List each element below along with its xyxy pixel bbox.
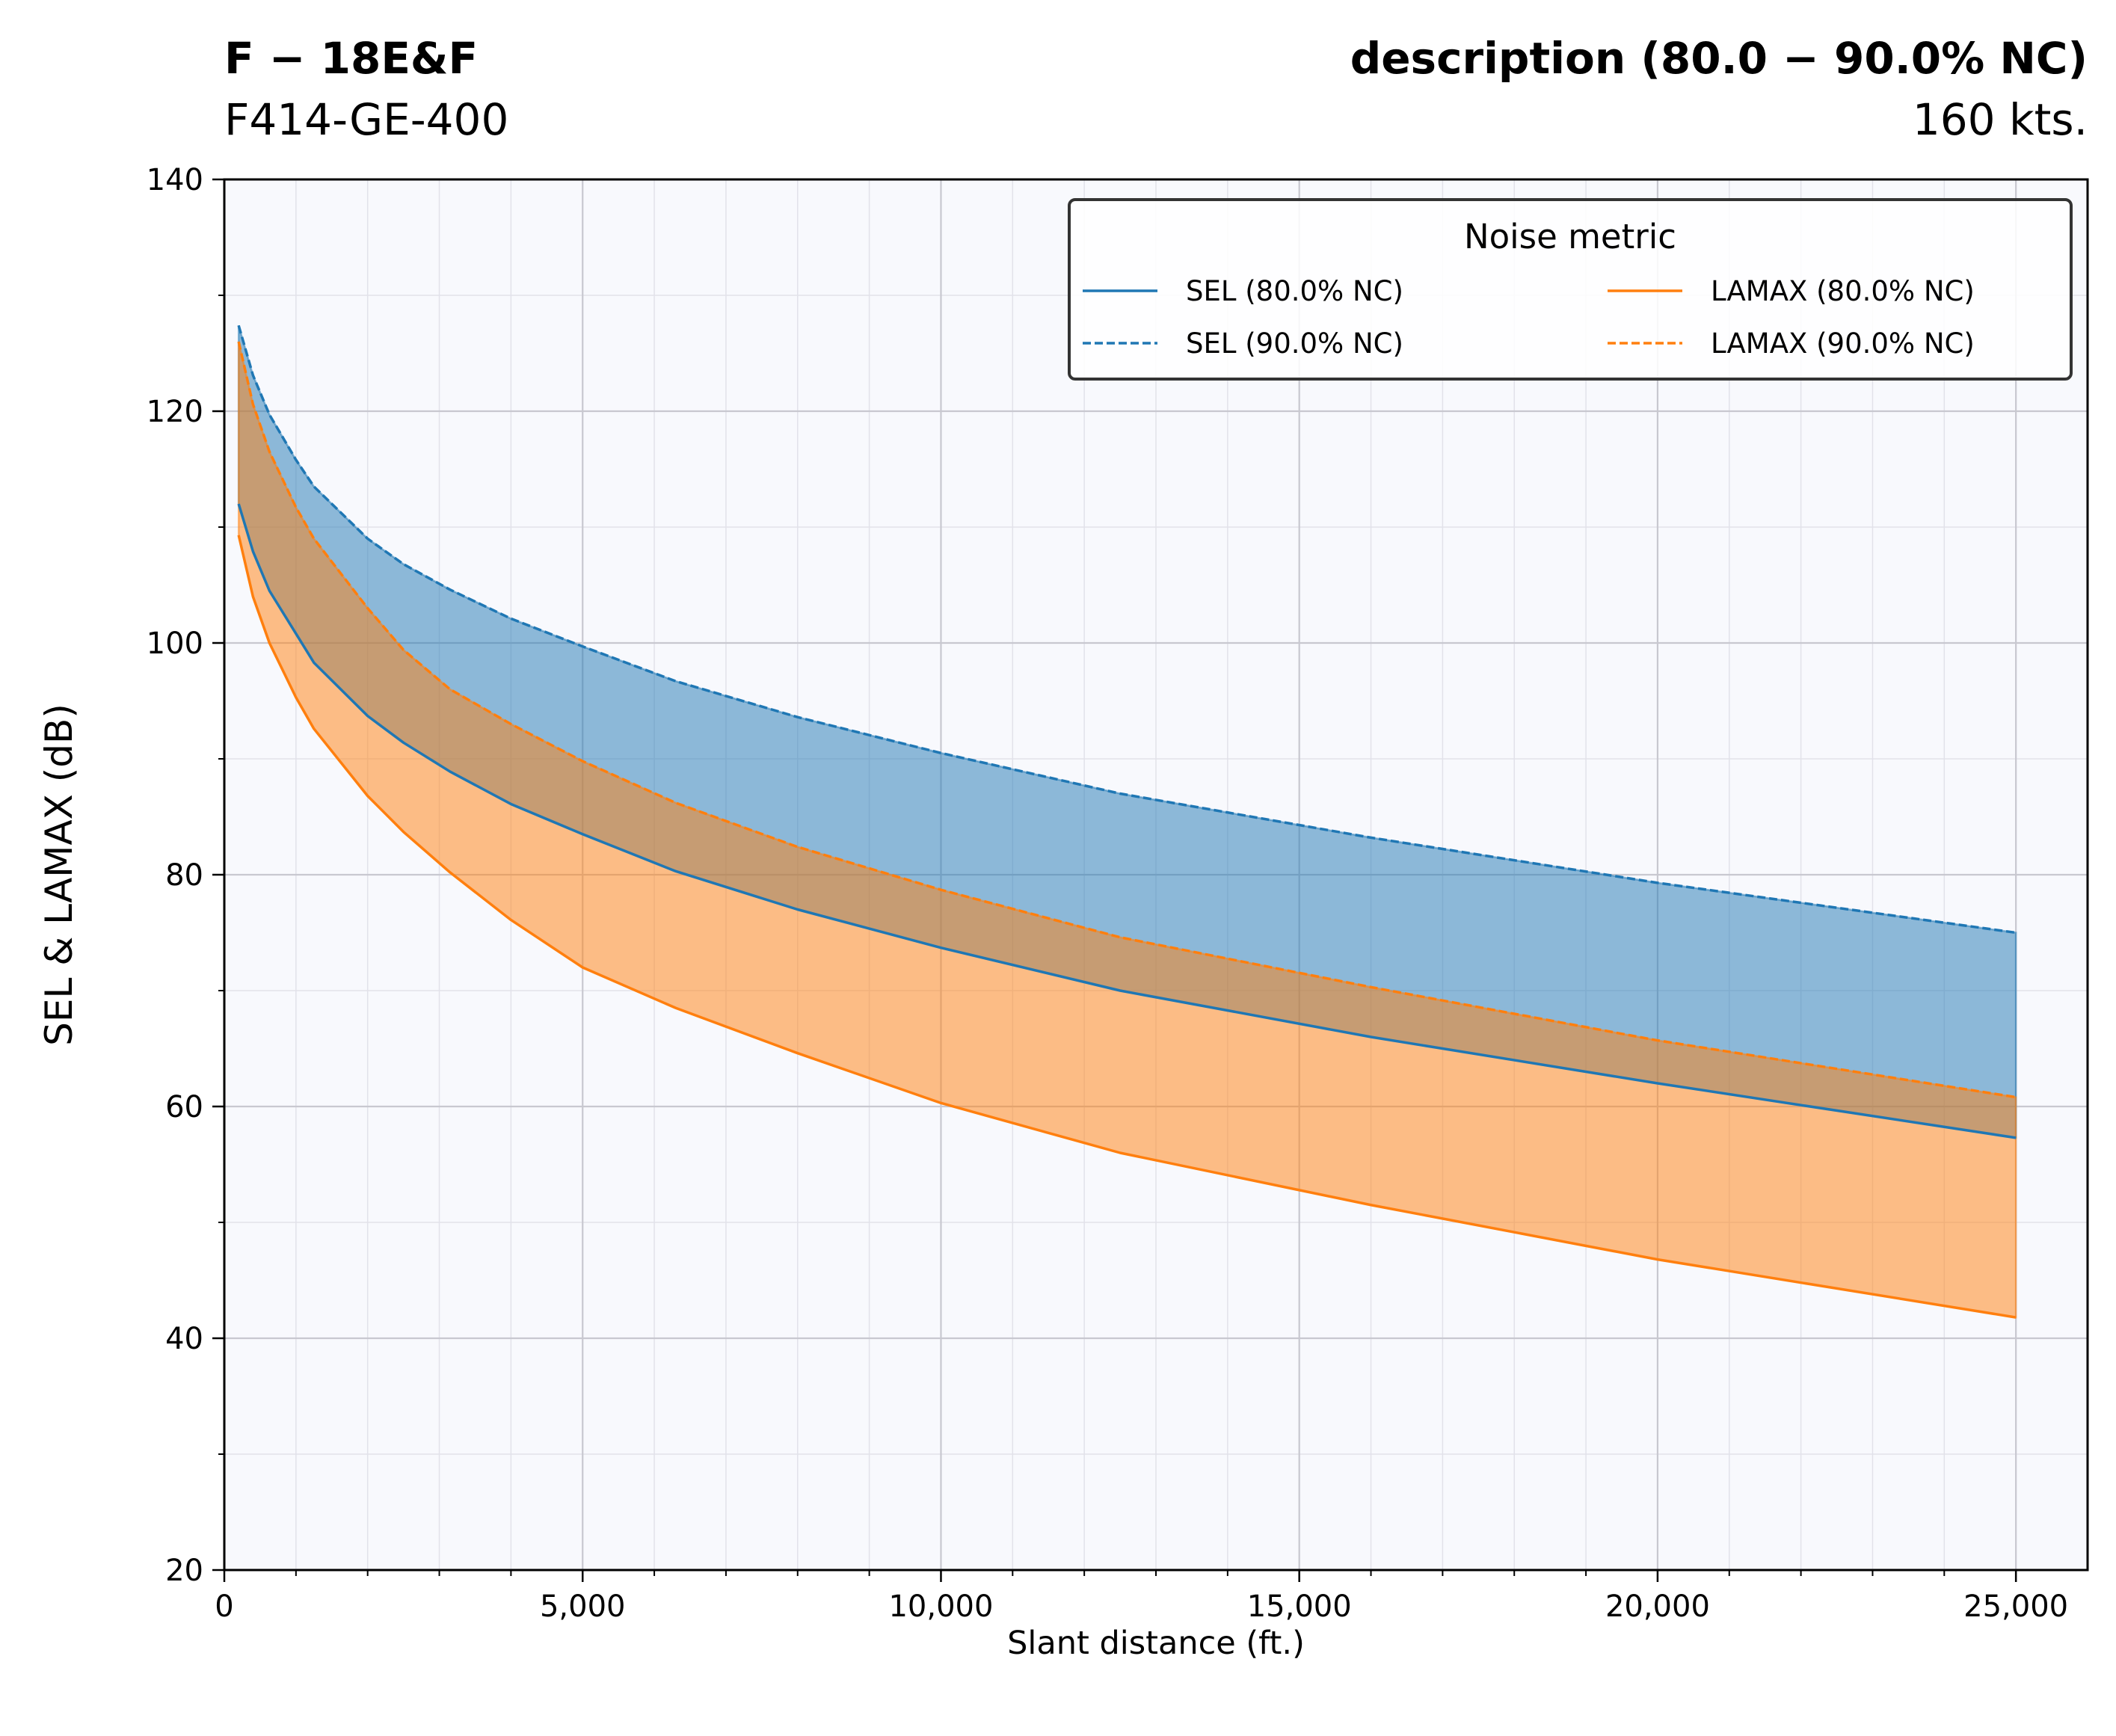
y-tick-label: 40 <box>165 1322 203 1356</box>
chart-subtitle-speed: 160 kts. <box>1912 94 2088 145</box>
y-tick-label: 80 <box>165 858 203 893</box>
series-line-sel-90-0-nc <box>237 324 2017 935</box>
legend-entry-lamax-90-0-nc: LAMAX (90.0% NC) <box>1711 327 1975 360</box>
legend-entry-sel-80-0-nc: SEL (80.0% NC) <box>1186 275 1403 307</box>
x-axis-label: Slant distance (ft.) <box>1007 1625 1305 1662</box>
legend-entry-lamax-80-0-nc: LAMAX (80.0% NC) <box>1711 275 1975 307</box>
x-tick-label: 20,000 <box>1605 1589 1710 1624</box>
y-axis-label: SEL & LAMAX (dB) <box>37 704 81 1046</box>
x-tick-label: 15,000 <box>1247 1589 1352 1624</box>
y-tick-label: 140 <box>147 163 203 197</box>
x-tick-label: 5,000 <box>540 1589 626 1624</box>
y-tick-label: 100 <box>147 627 203 661</box>
y-tick-label: 20 <box>165 1554 203 1588</box>
series-line-lamax-90-0-nc <box>237 341 2017 1099</box>
x-tick-label: 10,000 <box>888 1589 993 1624</box>
series-line-sel-80-0-nc <box>237 503 2017 1139</box>
chart-title-description: description (80.0 − 90.0% NC) <box>1350 33 2088 84</box>
x-tick-label: 25,000 <box>1963 1589 2068 1624</box>
chart-subtitle-engine: F414-GE-400 <box>224 94 509 145</box>
legend-box <box>1068 198 2073 381</box>
legend-title: Noise metric <box>1464 217 1676 256</box>
legend-entry-sel-90-0-nc: SEL (90.0% NC) <box>1186 327 1403 360</box>
x-tick-label: 0 <box>215 1589 233 1624</box>
y-tick-label: 120 <box>147 395 203 429</box>
series-line-lamax-80-0-nc <box>237 535 2017 1319</box>
chart-title-aircraft: F − 18E&F <box>224 33 479 84</box>
y-tick-label: 60 <box>165 1090 203 1124</box>
